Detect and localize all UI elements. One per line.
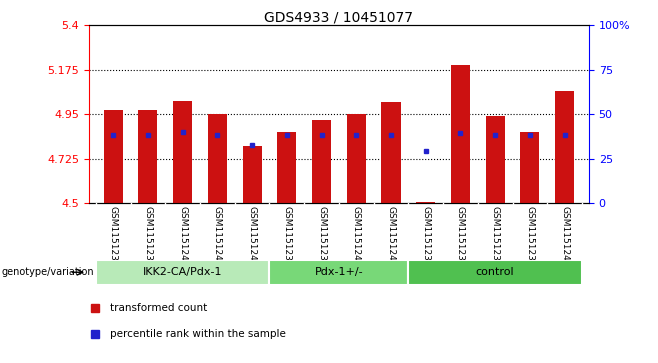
Bar xyxy=(451,65,470,203)
Text: control: control xyxy=(476,267,515,277)
Text: GSM1151232: GSM1151232 xyxy=(421,206,430,266)
Title: GDS4933 / 10451077: GDS4933 / 10451077 xyxy=(265,10,413,24)
Bar xyxy=(347,114,366,203)
Bar xyxy=(269,260,409,285)
Bar xyxy=(409,260,582,285)
Bar xyxy=(277,132,296,203)
Text: GSM1151239: GSM1151239 xyxy=(525,206,534,267)
Bar xyxy=(243,146,262,203)
Bar xyxy=(486,116,505,203)
Text: GSM1151236: GSM1151236 xyxy=(491,206,499,267)
Text: GSM1151233: GSM1151233 xyxy=(109,206,118,267)
Text: GSM1151243: GSM1151243 xyxy=(560,206,569,266)
Bar xyxy=(208,114,227,203)
Text: GSM1151242: GSM1151242 xyxy=(386,206,395,266)
Bar xyxy=(416,202,435,203)
Bar xyxy=(173,101,192,203)
Text: percentile rank within the sample: percentile rank within the sample xyxy=(110,329,286,339)
Bar xyxy=(103,110,122,203)
Text: GSM1151245: GSM1151245 xyxy=(247,206,257,266)
Text: GSM1151238: GSM1151238 xyxy=(143,206,153,267)
Text: GSM1151234: GSM1151234 xyxy=(282,206,291,266)
Text: GSM1151244: GSM1151244 xyxy=(213,206,222,266)
Bar xyxy=(382,102,401,203)
Bar xyxy=(138,110,157,203)
Text: GSM1151240: GSM1151240 xyxy=(178,206,187,266)
Bar xyxy=(96,260,269,285)
Bar xyxy=(555,91,574,203)
Text: Pdx-1+/-: Pdx-1+/- xyxy=(315,267,363,277)
Text: IKK2-CA/Pdx-1: IKK2-CA/Pdx-1 xyxy=(143,267,222,277)
Text: GSM1151241: GSM1151241 xyxy=(352,206,361,266)
Bar xyxy=(520,132,540,203)
Bar xyxy=(312,120,331,203)
Text: genotype/variation: genotype/variation xyxy=(2,267,94,277)
Text: transformed count: transformed count xyxy=(110,303,207,313)
Text: GSM1151235: GSM1151235 xyxy=(456,206,465,267)
Text: GSM1151237: GSM1151237 xyxy=(317,206,326,267)
